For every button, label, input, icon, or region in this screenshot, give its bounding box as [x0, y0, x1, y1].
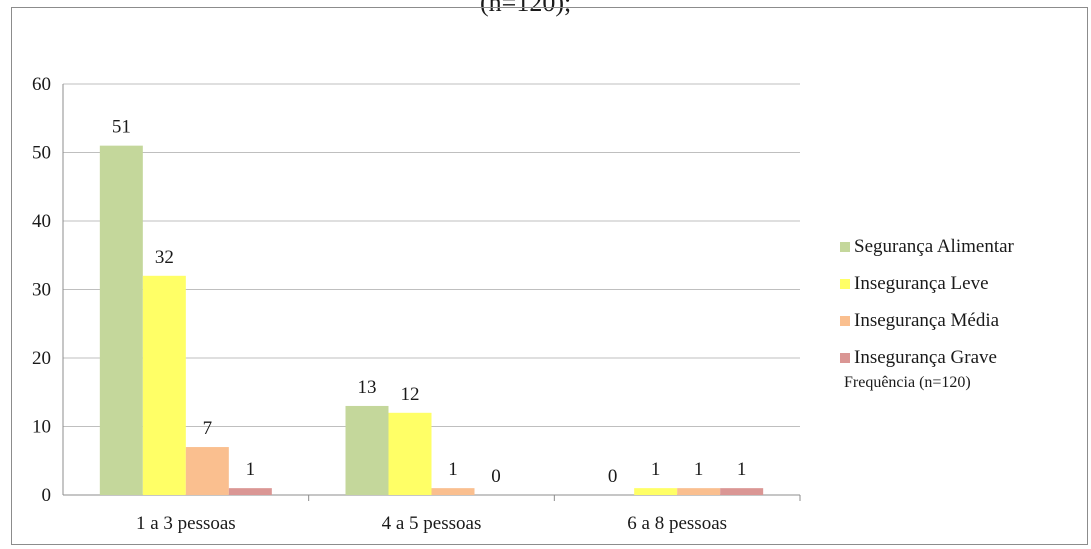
y-tick-label: 0 [42, 485, 52, 506]
legend-swatch [840, 315, 850, 326]
legend-item: Insegurança Grave [840, 339, 1085, 376]
legend-swatch [840, 352, 850, 363]
bar [99, 145, 143, 495]
legend-label: Segurança Alimentar [854, 235, 1014, 257]
chart-title-fragment: (n=120); [480, 0, 572, 17]
y-tick-label: 10 [32, 417, 51, 438]
legend: Segurança Alimentar Insegurança Leve Inseg… [840, 228, 1085, 392]
legend-label: Insegurança Média [854, 309, 1000, 331]
bar [228, 488, 272, 495]
legend-swatch [840, 278, 850, 289]
x-tick-label: 4 a 5 pessoas [382, 513, 482, 534]
y-tick-label: 50 [32, 143, 51, 164]
data-label: 0 [608, 466, 618, 487]
bar [388, 412, 432, 495]
data-label: 12 [401, 384, 420, 405]
bar [634, 488, 678, 495]
bar [185, 447, 229, 495]
data-label: 32 [155, 247, 174, 268]
bar [431, 488, 475, 495]
legend-label: Insegurança Leve [854, 272, 989, 294]
legend-item: Insegurança Média [840, 302, 1085, 339]
legend-swatch [840, 241, 850, 252]
data-label: 13 [358, 377, 377, 398]
bar [142, 275, 186, 495]
data-label: 7 [203, 418, 213, 439]
legend-item: Insegurança Leve [840, 265, 1085, 302]
data-label: 1 [651, 459, 661, 480]
data-label: 1 [737, 459, 747, 480]
legend-note: Frequência (n=120) [844, 374, 971, 391]
data-label: 1 [448, 459, 458, 480]
bar [345, 405, 389, 495]
y-tick-label: 30 [32, 280, 51, 301]
legend-item: Segurança Alimentar [840, 228, 1085, 265]
data-label: 1 [694, 459, 704, 480]
legend-label: Insegurança Grave [854, 346, 997, 368]
x-tick-label: 1 a 3 pessoas [136, 513, 236, 534]
x-tick-label: 6 a 8 pessoas [627, 513, 727, 534]
y-tick-label: 20 [32, 348, 51, 369]
y-tick-label: 60 [32, 74, 51, 95]
data-label: 51 [112, 117, 131, 138]
bar [720, 488, 764, 495]
y-tick-label: 40 [32, 211, 51, 232]
bar [677, 488, 721, 495]
data-label: 0 [491, 466, 501, 487]
data-label: 1 [246, 459, 256, 480]
chart-frame [11, 7, 1088, 545]
